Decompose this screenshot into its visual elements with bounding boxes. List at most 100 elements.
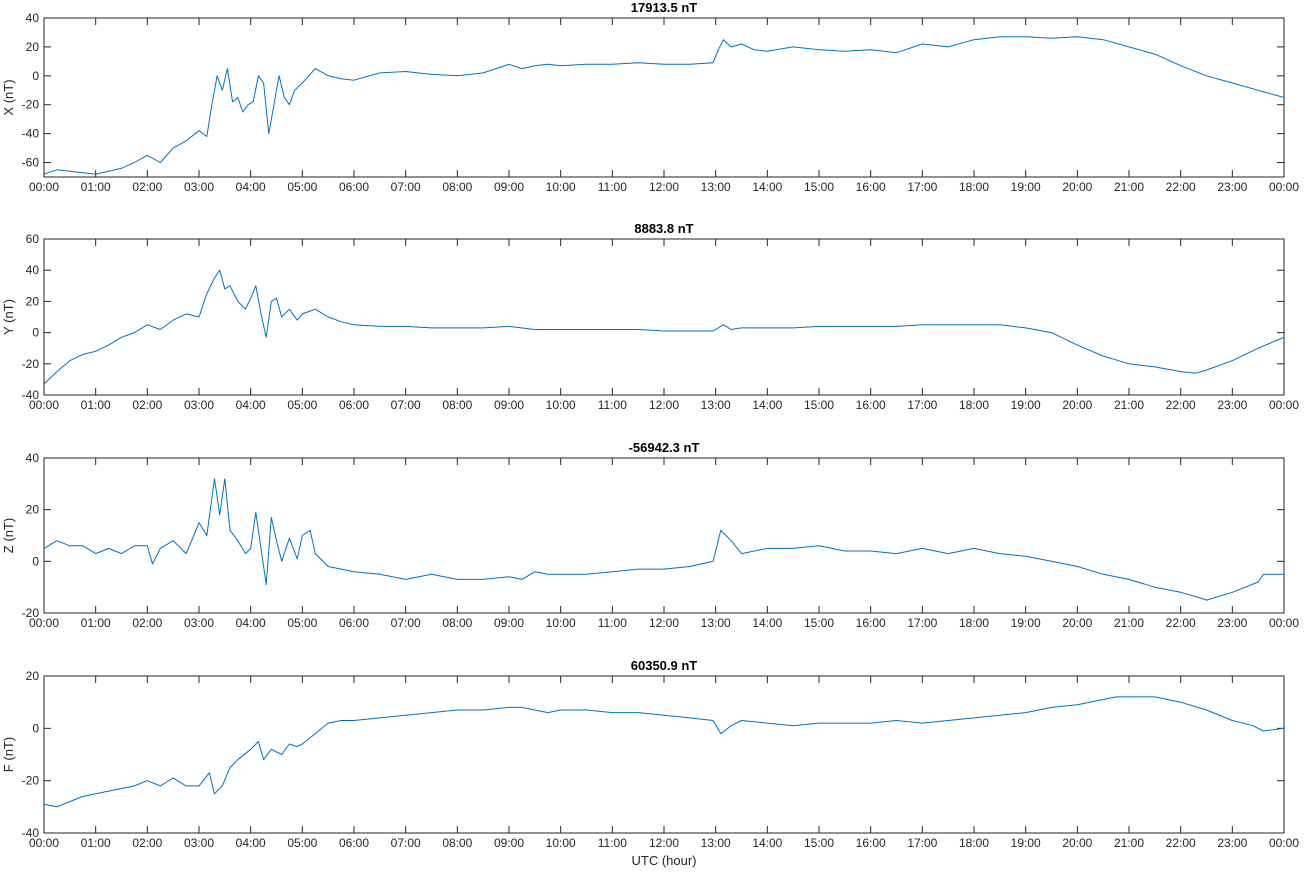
series-line [44,269,1284,385]
panel-title: 17913.5 nT [631,0,698,15]
x-tick-label: 07:00 [391,836,421,850]
x-tick-label: 06:00 [339,616,369,630]
x-tick-label: 01:00 [81,616,111,630]
x-tick-label: 15:00 [804,836,834,850]
x-tick-label: 22:00 [1166,398,1196,412]
series-line [44,36,1284,175]
x-tick-label: 22:00 [1166,836,1196,850]
series-line [44,478,1284,601]
y-tick-label: 60 [26,232,40,246]
x-tick-label: 03:00 [184,398,214,412]
series-line [44,696,1284,808]
x-axis-label: UTC (hour) [631,853,696,868]
x-tick-label: 01:00 [81,836,111,850]
x-tick-label: 15:00 [804,180,834,194]
x-tick-label: 00:00 [29,616,59,630]
y-tick-label: 40 [26,451,40,465]
x-tick-label: 10:00 [546,398,576,412]
y-axis-label: F (nT) [1,737,16,772]
x-tick-label: 19:00 [1011,180,1041,194]
x-tick-label: 23:00 [1217,180,1247,194]
x-tick-label: 17:00 [907,180,937,194]
x-tick-label: 22:00 [1166,616,1196,630]
x-tick-label: 16:00 [856,616,886,630]
x-tick-label: 22:00 [1166,180,1196,194]
y-axis-label: Y (nT) [1,299,16,335]
panel-title: 60350.9 nT [631,658,698,673]
x-tick-label: 08:00 [442,836,472,850]
panel-title: -56942.3 nT [629,440,700,455]
x-tick-label: 21:00 [1114,180,1144,194]
axes-box [43,675,1285,834]
x-tick-label: 08:00 [442,616,472,630]
x-tick-label: 09:00 [494,836,524,850]
y-tick-label: -40 [22,826,40,840]
x-tick-label: 02:00 [132,836,162,850]
x-tick-label: 05:00 [287,836,317,850]
y-tick-label: 20 [26,40,40,54]
y-tick-label: 0 [32,326,39,340]
x-tick-label: 08:00 [442,398,472,412]
x-tick-label: 21:00 [1114,616,1144,630]
x-tick-label: 02:00 [132,398,162,412]
x-tick-label: 18:00 [959,180,989,194]
y-tick-label: -40 [22,127,40,141]
x-tick-label: 15:00 [804,398,834,412]
x-tick-label: 09:00 [494,616,524,630]
y-axis-label: Z (nT) [1,518,16,553]
x-tick-label: 03:00 [184,836,214,850]
x-tick-label: 05:00 [287,180,317,194]
x-tick-label: 11:00 [598,180,627,194]
x-tick-label: 20:00 [1062,616,1092,630]
x-tick-label: 18:00 [959,398,989,412]
x-tick-label: 23:00 [1217,398,1247,412]
x-tick-label: 06:00 [339,180,369,194]
x-tick-label: 12:00 [649,398,679,412]
axes-box [43,17,1285,178]
x-tick-label: 09:00 [494,398,524,412]
x-tick-label: 13:00 [701,836,731,850]
x-tick-label: 13:00 [701,180,731,194]
x-tick-label: 07:00 [391,398,421,412]
y-tick-label: 20 [26,669,40,683]
x-tick-label: 03:00 [184,616,214,630]
y-tick-label: -20 [22,357,40,371]
x-tick-label: 04:00 [236,836,266,850]
axes-box [43,457,1285,614]
x-tick-label: 12:00 [649,180,679,194]
x-tick-label: 16:00 [856,836,886,850]
x-tick-label: 10:00 [546,180,576,194]
panel-x: 17913.5 nT X (nT) 00:00 01:00 02:00 03:00 04… [1,0,1299,194]
x-tick-label: 20:00 [1062,398,1092,412]
x-tick-label: 06:00 [339,398,369,412]
x-tick-label: 20:00 [1062,180,1092,194]
x-tick-label: 19:00 [1011,398,1041,412]
x-tick-label: 16:00 [856,180,886,194]
y-axis-label: X (nT) [1,79,16,115]
x-tick-label: 05:00 [287,616,317,630]
x-tick-label: 05:00 [287,398,317,412]
x-tick-label: 20:00 [1062,836,1092,850]
y-tick-label: -20 [22,98,40,112]
x-tick-label: 15:00 [804,616,834,630]
y-tick-label: -40 [22,388,40,402]
axes-box [43,238,1285,396]
x-tick-label: 19:00 [1011,836,1041,850]
x-tick-label: 23:00 [1217,836,1247,850]
x-tick-label: 10:00 [546,836,576,850]
x-tick-label: 00:00 [1269,616,1299,630]
y-tick-label: -20 [22,606,40,620]
x-tick-label: 14:00 [752,616,782,630]
y-tick-label: 20 [26,503,40,517]
x-tick-label: 09:00 [494,180,524,194]
x-tick-label: 18:00 [959,836,989,850]
x-tick-label: 04:00 [236,180,266,194]
y-tick-label: 20 [26,294,40,308]
x-tick-label: 21:00 [1114,836,1144,850]
x-tick-label: 00:00 [29,398,59,412]
y-tick-label: -20 [22,774,40,788]
x-tick-label: 01:00 [81,180,111,194]
x-tick-label: 04:00 [236,616,266,630]
x-tick-label: 14:00 [752,180,782,194]
